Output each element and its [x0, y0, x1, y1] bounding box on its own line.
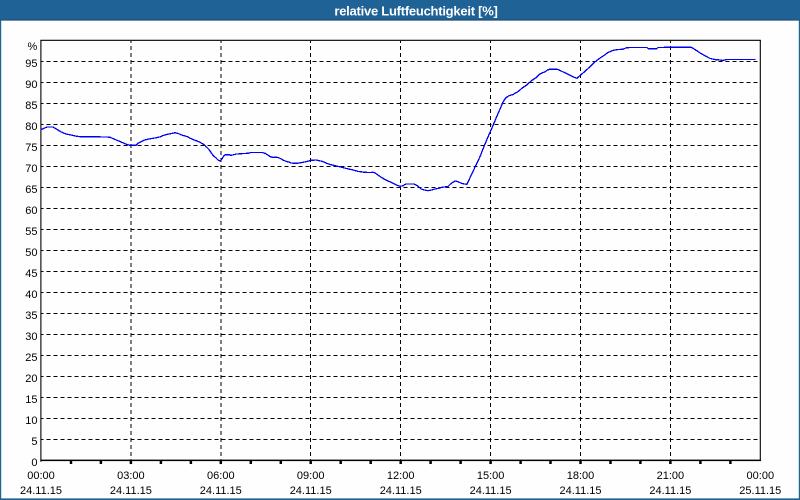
- svg-text:10: 10: [25, 415, 37, 427]
- svg-text:24.11.15: 24.11.15: [470, 485, 512, 497]
- svg-text:0: 0: [31, 457, 37, 469]
- svg-text:relative Luftfeuchtigkeit [%]: relative Luftfeuchtigkeit [%]: [334, 3, 497, 18]
- svg-text:35: 35: [25, 310, 37, 322]
- svg-text:40: 40: [25, 289, 37, 301]
- svg-text:20: 20: [25, 373, 37, 385]
- svg-text:55: 55: [25, 226, 37, 238]
- svg-text:18:00: 18:00: [567, 470, 595, 482]
- svg-text:24.11.15: 24.11.15: [380, 485, 422, 497]
- svg-text:85: 85: [25, 100, 37, 112]
- svg-text:%: %: [28, 41, 38, 53]
- svg-text:90: 90: [25, 79, 37, 91]
- svg-text:21:00: 21:00: [657, 470, 685, 482]
- svg-text:15:00: 15:00: [477, 470, 505, 482]
- svg-text:65: 65: [25, 184, 37, 196]
- svg-text:00:00: 00:00: [27, 470, 55, 482]
- svg-text:80: 80: [25, 121, 37, 133]
- svg-text:12:00: 12:00: [387, 470, 415, 482]
- svg-text:5: 5: [31, 436, 37, 448]
- svg-text:45: 45: [25, 268, 37, 280]
- svg-text:03:00: 03:00: [117, 470, 145, 482]
- svg-text:70: 70: [25, 163, 37, 175]
- svg-text:50: 50: [25, 247, 37, 259]
- svg-text:60: 60: [25, 205, 37, 217]
- svg-text:25.11.15: 25.11.15: [739, 485, 781, 497]
- svg-text:09:00: 09:00: [297, 470, 325, 482]
- svg-text:30: 30: [25, 331, 37, 343]
- svg-text:15: 15: [25, 394, 37, 406]
- svg-text:24.11.15: 24.11.15: [110, 485, 152, 497]
- svg-text:75: 75: [25, 142, 37, 154]
- svg-text:00:00: 00:00: [747, 470, 775, 482]
- svg-text:24.11.15: 24.11.15: [20, 485, 62, 497]
- svg-text:25: 25: [25, 352, 37, 364]
- svg-text:24.11.15: 24.11.15: [559, 485, 601, 497]
- svg-text:24.11.15: 24.11.15: [290, 485, 332, 497]
- svg-text:24.11.15: 24.11.15: [649, 485, 691, 497]
- svg-text:24.11.15: 24.11.15: [200, 485, 242, 497]
- svg-text:06:00: 06:00: [207, 470, 235, 482]
- svg-text:95: 95: [25, 58, 37, 70]
